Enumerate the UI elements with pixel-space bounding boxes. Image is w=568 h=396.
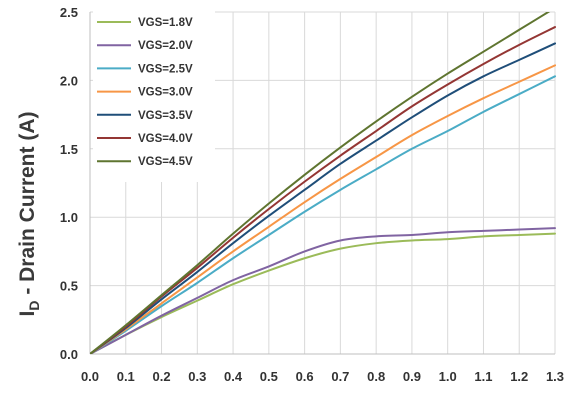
y-tick-label: 1.0 [60, 210, 78, 225]
y-tick-label: 0.5 [60, 279, 78, 294]
legend-label: VGS=3.0V [138, 87, 193, 99]
x-tick-label: 0.9 [403, 369, 421, 384]
legend-label: VGS=1.8V [138, 17, 193, 29]
y-axis-title-rest: - Drain Current (A) [16, 112, 39, 301]
series-line-vgs-2-0v [90, 227, 556, 354]
y-axis-title-main: I [16, 311, 39, 317]
series-line-vgs-4-0v [90, 26, 556, 354]
legend-label: VGS=2.0V [138, 40, 193, 52]
y-tick-label: 2.5 [60, 5, 78, 20]
y-axis-title-subscript: D [26, 301, 42, 311]
y-tick-label: 2.0 [60, 73, 78, 88]
series-line-vgs-2-5v [90, 75, 556, 354]
legend-label: VGS=3.5V [138, 110, 193, 122]
legend-label: VGS=4.5V [138, 156, 193, 168]
series-line-vgs-3-0v [90, 64, 556, 354]
y-axis-title: ID - Drain Current (A) [16, 112, 42, 317]
series-line-vgs-1-8v [90, 232, 556, 354]
legend: VGS=1.8V VGS=2.0V VGS=2.5V VGS=3.0V VGS=3.5V… [93, 10, 215, 182]
x-tick-label: 1.1 [474, 369, 492, 384]
x-tick-label: 0.3 [188, 369, 206, 384]
y-tick-label: 1.5 [60, 142, 78, 157]
legend-background [93, 10, 215, 182]
x-tick-label: 1.2 [510, 369, 528, 384]
series-line-vgs-4-5v [90, 12, 551, 354]
x-tick-label: 0.4 [224, 369, 243, 384]
axis-layer [89, 12, 555, 355]
series-line-vgs-3-5v [90, 42, 556, 354]
x-tick-label: 0.0 [81, 369, 99, 384]
x-tick-label: 1.3 [546, 369, 564, 384]
x-tick-label: 0.7 [331, 369, 349, 384]
legend-label: VGS=2.5V [138, 63, 193, 75]
tick-label-layer: 0.0 0.1 0.2 0.3 0.4 0.5 0.6 0.7 0.8 0.9 1.0 1.1 1.2 1… [60, 5, 564, 384]
x-tick-label: 0.1 [117, 369, 135, 384]
legend-label: VGS=4.0V [138, 133, 193, 145]
grid-layer [90, 11, 556, 354]
x-tick-label: 0.5 [260, 369, 278, 384]
x-tick-label: 0.8 [367, 369, 385, 384]
x-tick-label: 0.2 [152, 369, 170, 384]
x-tick-label: 0.6 [296, 369, 314, 384]
x-tick-label: 1.0 [439, 369, 457, 384]
series-layer [90, 12, 556, 354]
y-tick-label: 0.0 [60, 347, 78, 362]
